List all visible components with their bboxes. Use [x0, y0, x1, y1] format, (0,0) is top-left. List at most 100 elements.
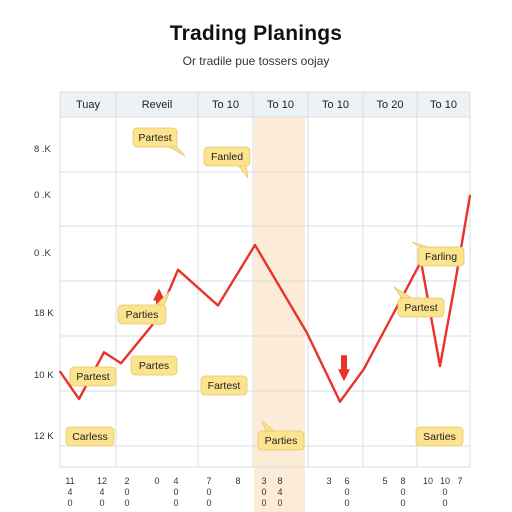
x-tick-label: 5 — [382, 476, 387, 486]
x-tick-label: 0 — [442, 487, 447, 497]
price-point — [177, 268, 179, 271]
price-point — [404, 290, 406, 293]
x-tick-label: 10 — [440, 476, 450, 486]
x-tick-label: 6 — [344, 476, 349, 486]
callout-annotation: Parties — [117, 290, 171, 325]
callout-box — [415, 426, 464, 447]
callout-box — [200, 375, 248, 396]
x-tick-label: 10 — [423, 476, 433, 486]
callout-label: Carless — [72, 431, 108, 443]
callout-annotation: Parties — [257, 420, 305, 451]
x-tick-label: 0 — [173, 498, 178, 508]
y-tick-label: 18 K — [34, 308, 54, 319]
callout-annotation: Partest — [132, 127, 186, 157]
callout-annotation: Partest — [393, 286, 445, 318]
down-arrow-head — [338, 369, 350, 382]
callout-label: Sarties — [423, 431, 456, 443]
callout-annotation: Partest — [69, 366, 117, 387]
x-tick-label: 2 — [124, 476, 129, 486]
y-tick-label: 12 K — [34, 431, 54, 442]
callout-label: Fartest — [208, 380, 241, 392]
x-tick-label: 4 — [67, 487, 72, 497]
header-cell: To 10 — [267, 99, 294, 111]
x-tick-label: 8 — [235, 476, 240, 486]
header-cell: Reveil — [142, 99, 173, 111]
header-cell: To 10 — [322, 99, 349, 111]
callout-label: Partest — [76, 371, 109, 383]
price-point — [454, 282, 456, 285]
callout-box — [257, 430, 305, 451]
price-point — [363, 367, 365, 370]
price-point — [254, 244, 256, 246]
callout-box — [203, 146, 251, 167]
callout-label: Farling — [425, 251, 457, 263]
header-row-bg — [60, 92, 470, 117]
callout-box — [69, 366, 117, 387]
x-tick-label: 8 — [277, 476, 282, 486]
chart-title: Trading Planings — [169, 22, 343, 45]
chart-subtitle: Or tradile pue tossers oojay — [182, 54, 330, 68]
y-tick-label: 0 .K — [34, 248, 52, 259]
x-tick-label: 0 — [442, 498, 447, 508]
x-tick-label: 0 — [400, 487, 405, 497]
callout-annotation: Carless — [65, 426, 115, 447]
x-tick-label: 0 — [344, 487, 349, 497]
callout-label: Partest — [404, 302, 437, 314]
x-tick-label: 0 — [173, 487, 178, 497]
x-tick-label: 4 — [99, 487, 104, 497]
callout-label: Partest — [138, 132, 171, 144]
callout-box — [130, 355, 178, 376]
header-cell: To 20 — [377, 99, 404, 111]
callout-annotation: Farling — [411, 241, 465, 267]
callout-tail — [166, 145, 186, 157]
x-tick-label: 0 — [261, 498, 266, 508]
x-tick-label: 8 — [400, 476, 405, 486]
callout-box — [397, 297, 445, 318]
callout-label: Parties — [126, 309, 159, 321]
x-tick-label: 0 — [124, 487, 129, 497]
y-tick-label: 0 .K — [34, 190, 52, 201]
y-tick-label: 10 K — [34, 370, 54, 381]
callout-annotation: Partes — [130, 355, 178, 376]
callout-label: Partes — [139, 360, 169, 372]
price-point — [339, 400, 341, 403]
callout-tail — [393, 286, 414, 299]
x-tick-label: 7 — [457, 476, 462, 486]
x-tick-label: 4 — [173, 476, 178, 486]
callout-tail — [411, 241, 429, 248]
x-tick-label: 0 — [277, 498, 282, 508]
price-point — [217, 304, 219, 307]
x-tick-label: 0 — [344, 498, 349, 508]
price-point — [439, 365, 441, 367]
price-point — [78, 398, 80, 400]
x-tick-label: 0 — [99, 498, 104, 508]
callout-label: Parties — [265, 435, 298, 447]
callout-annotation: Fanled — [203, 146, 251, 179]
y-tick-label: 8 .K — [34, 144, 52, 155]
x-tick-label: 4 — [277, 487, 282, 497]
price-point — [306, 332, 308, 334]
callout-annotation: Sarties — [415, 426, 464, 447]
price-point — [59, 370, 61, 373]
x-tick-label: 0 — [206, 498, 211, 508]
x-tick-label: 3 — [261, 476, 266, 486]
header-cell: To 10 — [212, 99, 239, 111]
callout-box — [417, 246, 465, 267]
callout-box — [117, 304, 167, 325]
x-tick-label: 3 — [326, 476, 331, 486]
callout-label: Fanled — [211, 151, 243, 163]
x-tick-label: 0 — [124, 498, 129, 508]
header-cell: Tuay — [76, 99, 101, 111]
callout-box — [65, 426, 115, 447]
price-point — [469, 194, 471, 197]
x-tick-label: 0 — [400, 498, 405, 508]
price-point — [120, 362, 122, 365]
x-tick-label: 12 — [97, 476, 107, 486]
x-tick-label: 11 — [65, 476, 74, 486]
callout-box — [132, 127, 178, 148]
x-tick-label: 7 — [206, 476, 211, 486]
callout-annotation: Fartest — [200, 375, 248, 396]
x-tick-label: 0 — [206, 487, 211, 497]
down-arrow-marker — [341, 355, 347, 372]
